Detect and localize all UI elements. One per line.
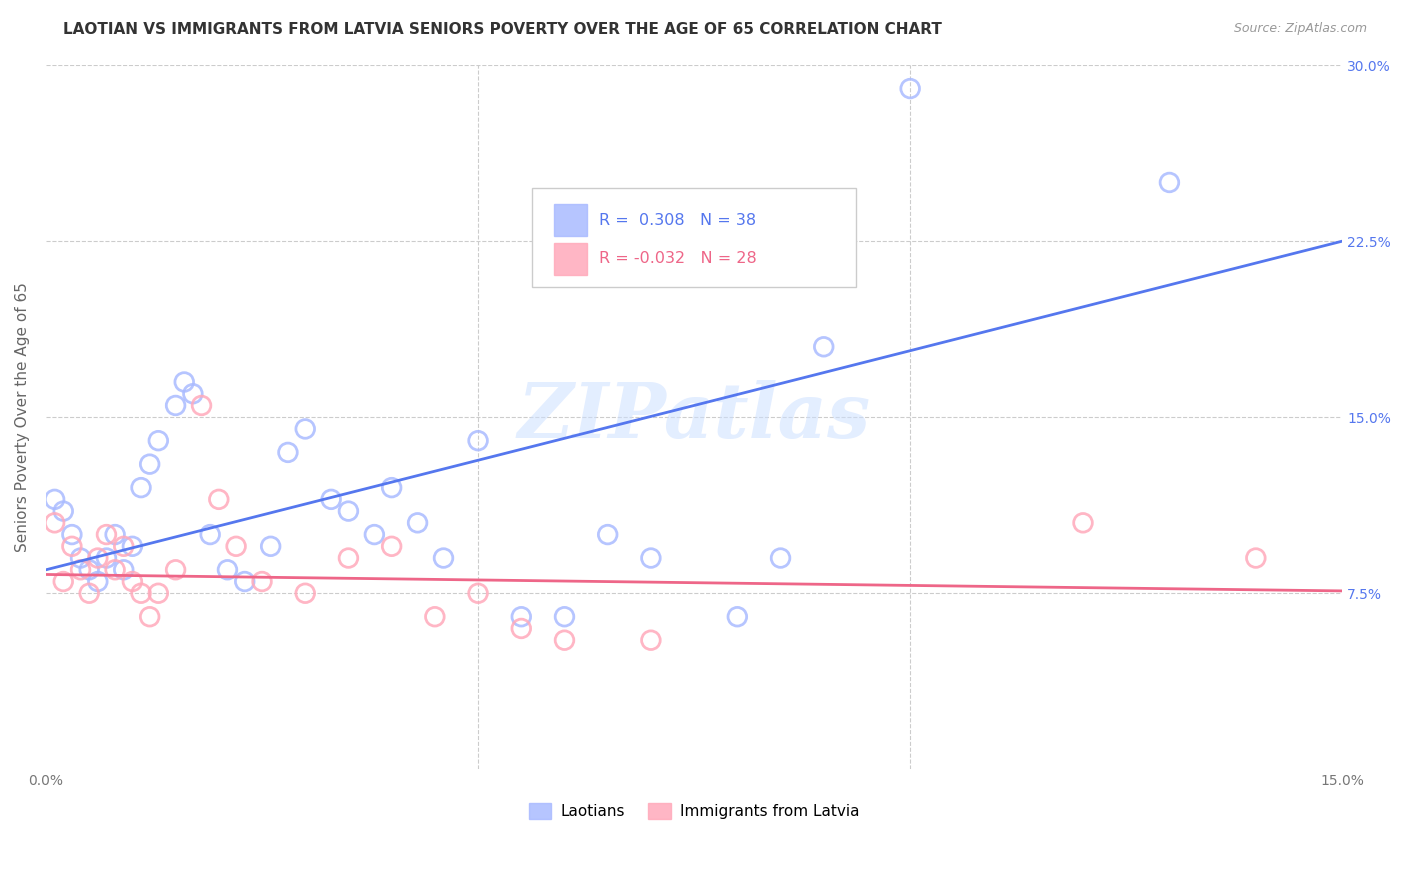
Point xyxy=(381,539,404,553)
Point xyxy=(44,492,66,507)
Point xyxy=(129,586,152,600)
Point xyxy=(225,539,247,553)
Point xyxy=(60,527,83,541)
Point xyxy=(104,527,127,541)
Point xyxy=(277,445,299,459)
Point xyxy=(233,574,256,589)
Text: Source: ZipAtlas.com: Source: ZipAtlas.com xyxy=(1233,22,1367,36)
Point xyxy=(121,574,143,589)
Point xyxy=(52,574,75,589)
Point xyxy=(138,609,160,624)
Point xyxy=(69,551,91,566)
Point xyxy=(1071,516,1094,530)
Point xyxy=(60,539,83,553)
FancyBboxPatch shape xyxy=(554,204,586,235)
Point xyxy=(104,563,127,577)
Point xyxy=(77,586,100,600)
Point xyxy=(148,434,170,448)
Point xyxy=(173,375,195,389)
Point xyxy=(87,574,110,589)
Text: R = -0.032   N = 28: R = -0.032 N = 28 xyxy=(599,252,758,266)
Text: R =  0.308   N = 38: R = 0.308 N = 38 xyxy=(599,212,756,227)
Point xyxy=(87,551,110,566)
Point xyxy=(553,633,575,648)
Point xyxy=(337,551,360,566)
Point xyxy=(181,386,204,401)
Point xyxy=(165,563,187,577)
Point xyxy=(363,527,385,541)
Point xyxy=(112,563,135,577)
Point xyxy=(381,481,404,495)
FancyBboxPatch shape xyxy=(531,188,856,287)
Point xyxy=(406,516,429,530)
Point xyxy=(198,527,221,541)
Point xyxy=(52,504,75,518)
Point xyxy=(129,481,152,495)
Legend: Laotians, Immigrants from Latvia: Laotians, Immigrants from Latvia xyxy=(523,797,866,825)
Point xyxy=(217,563,239,577)
Point xyxy=(69,563,91,577)
Point xyxy=(44,516,66,530)
Point xyxy=(112,539,135,553)
Point xyxy=(77,563,100,577)
Point xyxy=(432,551,454,566)
Point xyxy=(640,551,662,566)
Point xyxy=(553,609,575,624)
Text: LAOTIAN VS IMMIGRANTS FROM LATVIA SENIORS POVERTY OVER THE AGE OF 65 CORRELATION: LAOTIAN VS IMMIGRANTS FROM LATVIA SENIOR… xyxy=(63,22,942,37)
Point xyxy=(121,539,143,553)
Point xyxy=(510,622,533,636)
Point xyxy=(596,527,619,541)
Point xyxy=(640,633,662,648)
Point xyxy=(250,574,273,589)
Y-axis label: Seniors Poverty Over the Age of 65: Seniors Poverty Over the Age of 65 xyxy=(15,282,30,552)
Point xyxy=(1159,176,1181,190)
Point xyxy=(423,609,446,624)
Point xyxy=(260,539,283,553)
Point xyxy=(1244,551,1267,566)
Point xyxy=(294,586,316,600)
Point xyxy=(813,340,835,354)
Point xyxy=(165,399,187,413)
Text: ZIPatlas: ZIPatlas xyxy=(517,380,870,454)
Point xyxy=(769,551,792,566)
Point xyxy=(96,551,118,566)
Point xyxy=(467,586,489,600)
Point xyxy=(294,422,316,436)
Point xyxy=(898,81,921,95)
Point xyxy=(337,504,360,518)
Point xyxy=(190,399,212,413)
Point xyxy=(725,609,748,624)
Point xyxy=(208,492,231,507)
Point xyxy=(96,527,118,541)
Point xyxy=(510,609,533,624)
Point xyxy=(148,586,170,600)
Point xyxy=(138,457,160,471)
Point xyxy=(321,492,343,507)
FancyBboxPatch shape xyxy=(554,243,586,275)
Point xyxy=(467,434,489,448)
